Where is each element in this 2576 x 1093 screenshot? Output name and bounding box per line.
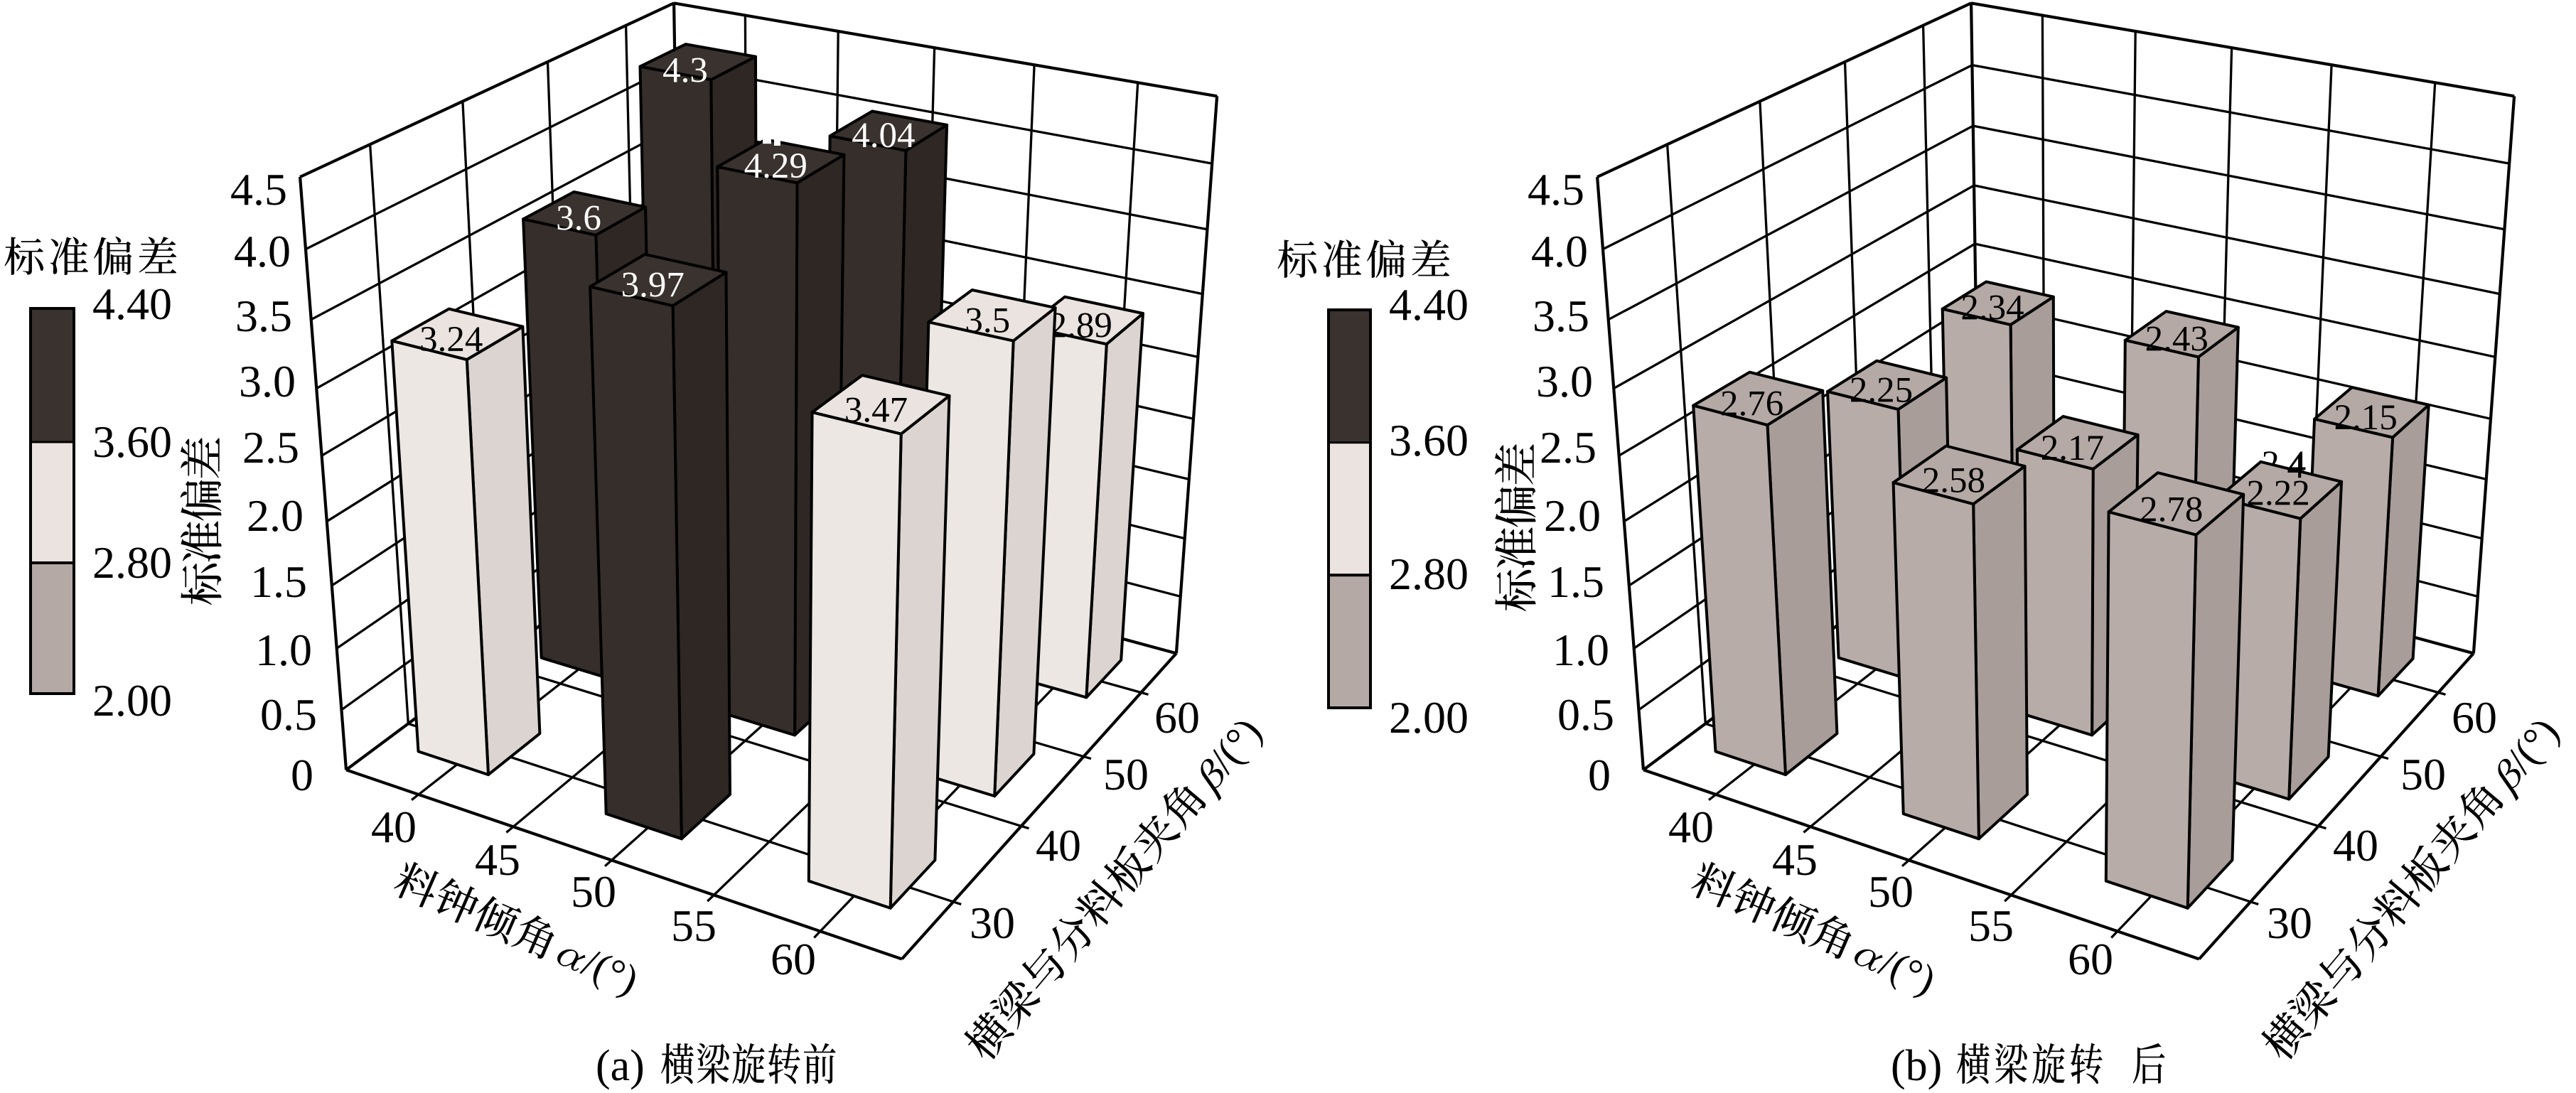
svg-text:2.80: 2.80 <box>1389 549 1469 599</box>
svg-text:2.00: 2.00 <box>1389 692 1469 743</box>
svg-text:50: 50 <box>571 866 616 917</box>
svg-text:4.04: 4.04 <box>852 116 915 156</box>
svg-text:3.0: 3.0 <box>1536 356 1593 406</box>
svg-text:40: 40 <box>1036 820 1081 871</box>
svg-text:40: 40 <box>371 802 417 852</box>
svg-text:2.80: 2.80 <box>92 537 172 588</box>
svg-text:30: 30 <box>2267 898 2312 948</box>
svg-text:60: 60 <box>2452 692 2497 743</box>
svg-text:60: 60 <box>771 934 816 984</box>
svg-text:4.0: 4.0 <box>234 226 291 276</box>
svg-text:60: 60 <box>2068 934 2113 984</box>
svg-text:2.17: 2.17 <box>2041 429 2104 468</box>
svg-text:0.5: 0.5 <box>1557 689 1614 740</box>
svg-text:4.5: 4.5 <box>230 164 287 215</box>
svg-text:4.40: 4.40 <box>92 279 172 329</box>
svg-text:2.25: 2.25 <box>1850 370 1913 410</box>
svg-text:3.5: 3.5 <box>1533 291 1589 341</box>
svg-text:2.5: 2.5 <box>242 422 299 473</box>
svg-text:1.0: 1.0 <box>255 625 312 675</box>
svg-text:2.58: 2.58 <box>1922 461 1985 501</box>
svg-text:2.89: 2.89 <box>1049 306 1112 345</box>
svg-text:40: 40 <box>1668 802 1714 852</box>
svg-text:3.47: 3.47 <box>844 391 908 431</box>
svg-text:60: 60 <box>1154 692 1200 743</box>
svg-text:4: 4 <box>2287 446 2305 485</box>
svg-text:3.97: 3.97 <box>621 266 685 306</box>
svg-text:3.5: 3.5 <box>965 301 1010 341</box>
svg-text:4.5: 4.5 <box>1528 164 1584 215</box>
svg-text:50: 50 <box>1103 749 1149 799</box>
svg-text:2.0: 2.0 <box>247 490 304 541</box>
svg-text:(a): (a) <box>596 1042 645 1090</box>
svg-text:2.34: 2.34 <box>1960 289 2024 328</box>
svg-text:(b): (b) <box>1891 1042 1942 1090</box>
svg-text:4.40: 4.40 <box>1389 279 1469 330</box>
svg-text:45: 45 <box>1772 834 1818 885</box>
svg-text:1.0: 1.0 <box>1552 625 1609 675</box>
svg-text:3.60: 3.60 <box>1389 415 1469 465</box>
svg-text:3.24: 3.24 <box>419 320 483 360</box>
svg-text:2.22: 2.22 <box>2246 473 2309 513</box>
svg-text:3.0: 3.0 <box>239 356 296 406</box>
svg-text:40: 40 <box>2333 820 2378 871</box>
svg-text:4.29: 4.29 <box>744 146 807 186</box>
svg-text:4.3: 4.3 <box>662 50 708 90</box>
svg-text:2.78: 2.78 <box>2140 490 2203 529</box>
svg-text:2.5: 2.5 <box>1540 422 1596 473</box>
svg-text:2.0: 2.0 <box>1544 490 1601 541</box>
svg-text:55: 55 <box>1968 900 2014 951</box>
svg-text:2.00: 2.00 <box>92 675 172 726</box>
svg-text:4.0: 4.0 <box>1531 226 1588 276</box>
svg-text:1.5: 1.5 <box>1547 556 1604 607</box>
svg-text:50: 50 <box>1868 866 1914 917</box>
svg-text:30: 30 <box>970 898 1015 948</box>
svg-text:3.6: 3.6 <box>556 198 601 238</box>
svg-text:0: 0 <box>291 750 313 800</box>
svg-text:55: 55 <box>671 900 717 951</box>
svg-text:3.60: 3.60 <box>92 416 172 467</box>
svg-text:0: 0 <box>1588 750 1611 800</box>
svg-text:2.15: 2.15 <box>2334 398 2397 438</box>
svg-text:45: 45 <box>475 834 520 885</box>
svg-text:1.5: 1.5 <box>250 556 307 607</box>
svg-text:2.43: 2.43 <box>2145 320 2209 360</box>
svg-text:2.76: 2.76 <box>1720 384 1783 424</box>
svg-text:3.5: 3.5 <box>235 291 292 341</box>
svg-text:0.5: 0.5 <box>260 689 317 740</box>
svg-text:50: 50 <box>2400 749 2446 799</box>
